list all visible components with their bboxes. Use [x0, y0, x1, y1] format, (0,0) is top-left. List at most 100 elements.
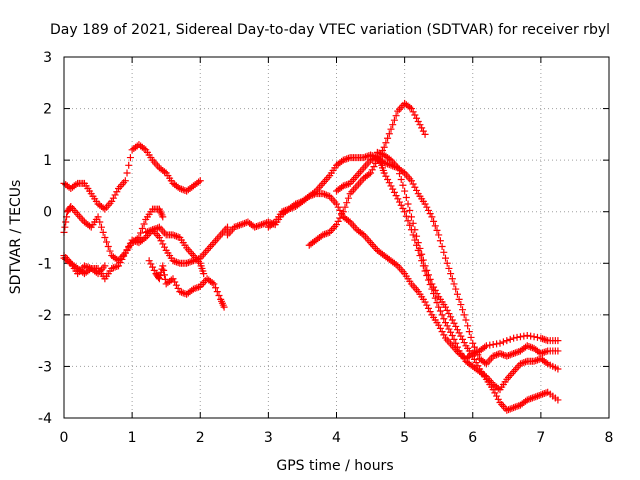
data-point — [554, 347, 562, 355]
data-point — [413, 232, 421, 240]
data-point — [527, 395, 535, 403]
data-point — [523, 342, 531, 350]
data-point — [489, 386, 497, 394]
data-point — [535, 391, 543, 399]
data-point — [418, 124, 426, 132]
data-point — [489, 352, 497, 360]
series-track-5 — [142, 223, 208, 278]
data-point — [447, 328, 455, 336]
data-point — [453, 326, 461, 334]
data-point — [145, 227, 153, 235]
data-point — [138, 224, 146, 232]
data-point — [339, 182, 347, 190]
data-point — [234, 222, 242, 230]
data-point — [295, 199, 303, 207]
data-point — [505, 351, 513, 359]
data-point — [97, 223, 105, 231]
data-point — [494, 384, 502, 392]
data-point — [436, 237, 444, 245]
data-point — [363, 152, 371, 160]
data-point — [453, 343, 461, 351]
data-point — [239, 220, 247, 228]
data-point — [522, 358, 530, 366]
data-point — [452, 285, 460, 293]
data-point — [106, 247, 114, 255]
data-point — [343, 199, 351, 207]
data-point — [154, 224, 162, 232]
data-point — [174, 233, 182, 241]
data-point — [232, 223, 240, 231]
data-point — [159, 240, 167, 248]
data-point — [111, 263, 119, 271]
data-point — [281, 206, 289, 214]
data-point — [472, 347, 480, 355]
data-point — [121, 177, 129, 185]
data-point — [493, 392, 501, 400]
data-point — [462, 316, 470, 324]
data-point — [394, 164, 402, 172]
data-point — [416, 252, 424, 260]
data-point — [155, 234, 163, 241]
data-point — [155, 275, 163, 283]
series-track-11 — [373, 148, 562, 414]
data-point — [470, 343, 478, 351]
data-point — [367, 169, 375, 177]
data-point — [137, 229, 145, 237]
data-point — [172, 281, 180, 289]
data-point — [450, 335, 458, 343]
data-point — [414, 239, 422, 247]
data-point — [193, 284, 201, 292]
data-point — [499, 351, 507, 359]
data-point — [344, 217, 352, 225]
x-tick-label: 4 — [332, 430, 341, 446]
data-point — [539, 335, 547, 343]
data-point — [481, 359, 489, 367]
data-point — [181, 290, 189, 298]
data-point — [430, 217, 438, 225]
data-point — [319, 231, 327, 239]
data-point — [511, 349, 519, 357]
data-point — [530, 357, 538, 365]
data-point — [506, 335, 514, 343]
x-tick-label: 5 — [400, 430, 409, 446]
data-point — [344, 194, 352, 202]
data-point — [343, 155, 351, 163]
data-point — [375, 149, 383, 157]
data-point — [542, 389, 550, 397]
series-track-1 — [60, 141, 204, 213]
data-point — [319, 190, 327, 198]
series-track-6 — [145, 257, 228, 311]
data-point — [431, 294, 439, 302]
grid — [64, 57, 609, 418]
data-point — [523, 331, 531, 339]
data-point — [215, 292, 223, 300]
data-point — [442, 254, 449, 262]
data-point — [516, 360, 524, 368]
data-point — [486, 341, 494, 349]
data-point — [523, 396, 531, 404]
data-point — [237, 221, 245, 229]
data-point — [491, 351, 499, 359]
data-point — [423, 266, 431, 274]
data-point — [459, 306, 467, 314]
data-point — [469, 352, 477, 360]
data-point — [518, 359, 526, 367]
data-point — [505, 406, 513, 414]
data-point — [269, 219, 277, 227]
data-point — [474, 351, 482, 359]
data-point — [113, 188, 121, 196]
data-point — [426, 308, 434, 316]
data-point — [440, 248, 448, 256]
data-point — [160, 168, 168, 176]
data-point — [370, 163, 378, 171]
data-point — [390, 188, 398, 196]
data-point — [443, 306, 451, 314]
data-point — [542, 336, 550, 344]
data-point — [443, 259, 451, 267]
data-point — [338, 211, 346, 219]
data-point — [172, 258, 180, 266]
x-tick-label: 7 — [536, 430, 545, 446]
data-point — [433, 299, 441, 307]
data-point — [196, 177, 204, 185]
